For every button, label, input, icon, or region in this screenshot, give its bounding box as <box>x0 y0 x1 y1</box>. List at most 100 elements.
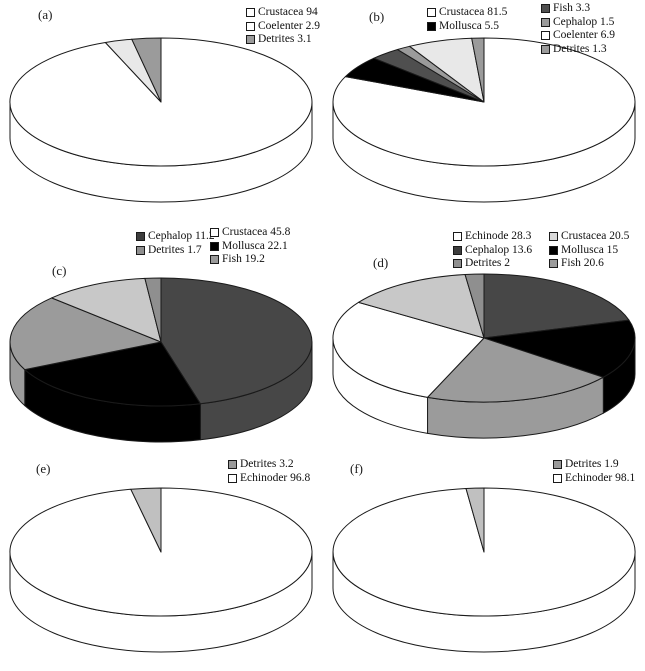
legend-swatch-icon <box>453 259 462 269</box>
legend-swatch-icon <box>549 259 558 269</box>
legend-column: Detrites 3.2 Echinoder 96.8 <box>228 458 310 485</box>
pie-slice <box>465 487 485 553</box>
pie-slice <box>464 273 485 339</box>
pie-chart-panel-c: (c) Cephalop 11.2 Detrites 1.7 Crustacea 4… <box>0 224 322 447</box>
legend-label: Crustacea 45.8 <box>222 226 291 239</box>
legend-swatch-icon <box>210 228 219 238</box>
legend-item: Detrites 1.9 <box>553 458 635 472</box>
legend-swatch-icon <box>427 21 436 31</box>
legend-label: Coelenter 6.9 <box>553 29 615 42</box>
pie-slice <box>332 301 485 398</box>
legend-label: Detrites 3.1 <box>258 33 312 46</box>
legend-item: Crustacea 81.5 <box>427 6 507 20</box>
legend-item: Mollusca 5.5 <box>427 20 507 34</box>
legend-item: Crustacea 45.8 <box>210 226 290 240</box>
legend-item: Cephalop 1.5 <box>541 16 615 30</box>
pie-slice <box>144 277 162 343</box>
legend-swatch-icon <box>136 232 145 242</box>
legend-column: Fish 3.3 Cephalop 1.5 Coelenter 6.9 Detrite… <box>541 2 615 56</box>
legend-item: Echinoder 96.8 <box>228 472 310 486</box>
legend-item: Fish 19.2 <box>210 253 290 267</box>
legend-label: Detrites 2 <box>465 257 511 270</box>
legend-item: Detrites 2 <box>453 257 532 271</box>
legend-column: Echinode 28.3 Cephalop 13.6 Detrites 2 <box>453 230 532 271</box>
legend-swatch-icon <box>549 245 558 255</box>
legend-item: Mollusca 22.1 <box>210 240 290 254</box>
pie-chart-panel-f: (f) Detrites 1.9 Echinoder 98.1 <box>323 448 645 671</box>
pie-slice <box>358 274 485 339</box>
pie-slice <box>427 337 604 403</box>
legend-label: Mollusca 5.5 <box>439 19 500 32</box>
legend-swatch-icon <box>553 460 562 470</box>
pie-chart-panel-e: (e) Detrites 3.2 Echinoder 96.8 <box>0 448 322 671</box>
legend-label: Detrites 1.3 <box>553 42 607 55</box>
legend-label: Fish 3.3 <box>553 2 591 15</box>
legend-label: Echinoder 96.8 <box>240 471 311 484</box>
legend-label: Crustacea 94 <box>258 6 318 19</box>
pie-chart-panel-b: (b) Crustacea 81.5 Mollusca 5.5 Fish 3.3 Ce… <box>323 0 645 223</box>
legend-label: Detrites 1.9 <box>565 458 619 471</box>
legend-column: Crustacea 45.8 Mollusca 22.1 Fish 19.2 <box>210 226 290 267</box>
legend-label: Mollusca 15 <box>561 243 619 256</box>
legend-item: Fish 20.6 <box>549 257 629 271</box>
pie-slice <box>131 37 162 103</box>
pie-graphic-e <box>9 487 313 653</box>
pie-graphic-d <box>332 273 636 439</box>
pie-slice <box>51 277 162 343</box>
legend-swatch-icon <box>541 44 550 54</box>
legend-item: Detrites 3.1 <box>246 33 320 47</box>
pie-slice <box>483 319 636 378</box>
panel-label-a: (a) <box>38 7 53 22</box>
legend-item: Echinoder 98.1 <box>553 472 635 486</box>
legend-label: Coelenter 2.9 <box>258 19 320 32</box>
legend-swatch-icon <box>453 245 462 255</box>
panel-label-c: (c) <box>52 263 67 278</box>
pie-slice <box>332 37 636 167</box>
pie-slice <box>471 37 485 103</box>
legend-swatch-icon <box>246 21 255 31</box>
legend-label: Mollusca 22.1 <box>222 239 288 252</box>
legend-swatch-icon <box>541 17 550 27</box>
legend-swatch-icon <box>453 232 462 242</box>
legend-swatch-icon <box>228 473 237 483</box>
legend-label: Cephalop 11.2 <box>148 230 215 243</box>
legend-swatch-icon <box>210 255 219 265</box>
pie-graphic-a <box>9 37 313 203</box>
legend-swatch-icon <box>553 473 562 483</box>
pie-chart-panel-d: (d) Echinode 28.3 Cephalop 13.6 Detrites 2… <box>323 224 645 447</box>
legend-item: Echinode 28.3 <box>453 230 532 244</box>
legend-swatch-icon <box>427 8 436 18</box>
legend-column: Detrites 1.9 Echinoder 98.1 <box>553 458 635 485</box>
legend-label: Crustacea 81.5 <box>439 6 508 19</box>
legend-label: Detrites 1.7 <box>148 243 202 256</box>
pie-slice <box>483 273 630 339</box>
pie-graphic-f <box>332 487 636 653</box>
panel-label-b: (b) <box>369 9 385 24</box>
legend-swatch-icon <box>541 4 550 14</box>
legend-item: Cephalop 13.6 <box>453 244 532 258</box>
legend-swatch-icon <box>228 460 237 470</box>
legend-label: Fish 20.6 <box>561 257 604 270</box>
legend-item: Cephalop 11.2 <box>136 230 215 244</box>
legend-item: Detrites 1.3 <box>541 43 615 57</box>
panel-label-e: (e) <box>36 461 51 476</box>
legend-swatch-icon <box>210 241 219 251</box>
legend-swatch-icon <box>136 245 145 255</box>
legend-item: Crustacea 20.5 <box>549 230 629 244</box>
legend-column: Crustacea 94 Coelenter 2.9 Detrites 3.1 <box>246 6 320 47</box>
legend-swatch-icon <box>246 8 255 18</box>
legend-column: Cephalop 11.2 Detrites 1.7 <box>136 230 215 257</box>
legend-label: Echinode 28.3 <box>465 230 532 243</box>
legend-item: Detrites 1.7 <box>136 244 215 258</box>
legend-item: Coelenter 6.9 <box>541 29 615 43</box>
pie-slice <box>130 487 162 553</box>
legend-label: Cephalop 13.6 <box>465 243 533 256</box>
legend-column: Crustacea 81.5 Mollusca 5.5 <box>427 6 507 33</box>
legend-item: Crustacea 94 <box>246 6 320 20</box>
legend-label: Fish 19.2 <box>222 253 265 266</box>
legend-item: Mollusca 15 <box>549 244 629 258</box>
legend-label: Crustacea 20.5 <box>561 230 630 243</box>
legend-column: Crustacea 20.5 Mollusca 15 Fish 20.6 <box>549 230 629 271</box>
pie-slice <box>160 277 313 405</box>
